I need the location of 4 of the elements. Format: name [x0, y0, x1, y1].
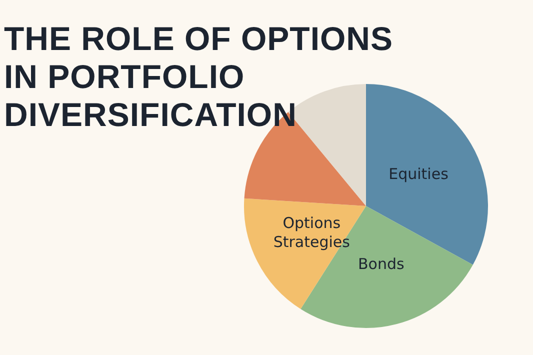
slice-label: Equities [388, 164, 449, 183]
slice-label: Options Strategies [273, 214, 350, 252]
slice-label: Bonds [358, 254, 405, 273]
chart-title: THE ROLE OF OPTIONS IN PORTFOLIO DIVERSIFICATION [4, 20, 394, 134]
